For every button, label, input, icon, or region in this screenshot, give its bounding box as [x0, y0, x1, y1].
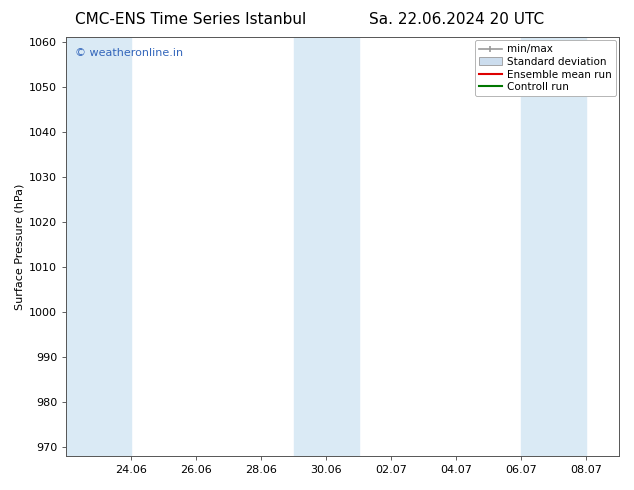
- Bar: [67, 37, 131, 456]
- Text: © weatheronline.in: © weatheronline.in: [75, 48, 183, 57]
- Text: CMC-ENS Time Series Istanbul: CMC-ENS Time Series Istanbul: [75, 12, 306, 27]
- Legend: min/max, Standard deviation, Ensemble mean run, Controll run: min/max, Standard deviation, Ensemble me…: [475, 40, 616, 97]
- Bar: [294, 37, 359, 456]
- Y-axis label: Surface Pressure (hPa): Surface Pressure (hPa): [15, 183, 25, 310]
- Text: Sa. 22.06.2024 20 UTC: Sa. 22.06.2024 20 UTC: [369, 12, 544, 27]
- Bar: [522, 37, 586, 456]
